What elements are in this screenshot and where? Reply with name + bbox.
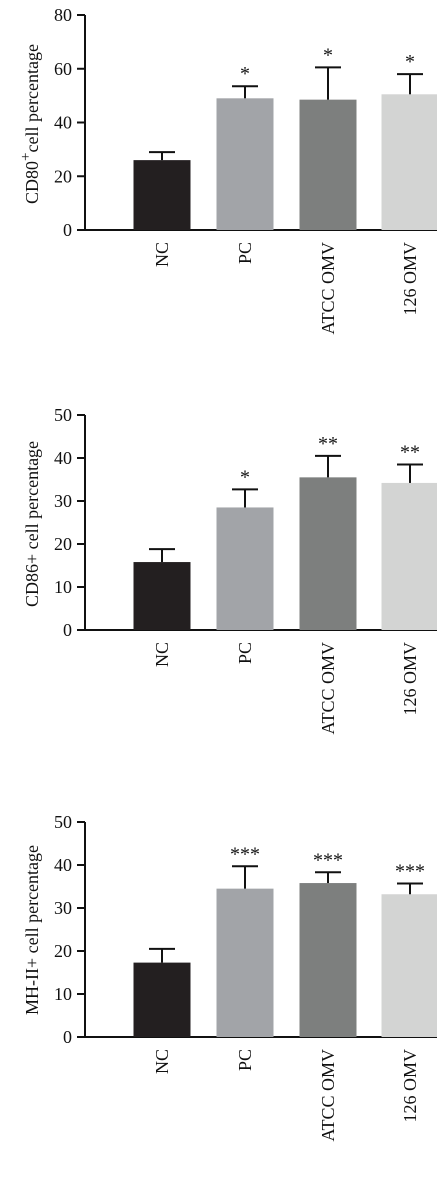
y-tick-label: 80 bbox=[54, 5, 72, 25]
y-tick-label: 50 bbox=[54, 812, 72, 832]
y-tick-label: 10 bbox=[54, 984, 72, 1004]
y-tick-label: 20 bbox=[54, 941, 72, 961]
bar-126-omv bbox=[381, 894, 437, 1037]
bar-atcc-omv bbox=[299, 99, 357, 230]
category-label: NC bbox=[152, 642, 172, 667]
y-axis-label: CD80+cell percentage bbox=[18, 44, 42, 204]
y-tick-label: 20 bbox=[54, 166, 72, 186]
significance-marker: *** bbox=[230, 843, 260, 865]
category-label: PC bbox=[235, 242, 255, 264]
bar-126-omv bbox=[381, 94, 437, 230]
y-axis-label-sup: + bbox=[18, 152, 34, 160]
bar-pc bbox=[216, 507, 274, 630]
significance-marker: ** bbox=[318, 433, 338, 455]
y-tick-label: 0 bbox=[63, 1027, 72, 1047]
bar-pc bbox=[216, 888, 274, 1037]
chart-panel-1: 0 20 40 60 80 CD80+cell percentage NC * PC * ATCC … bbox=[18, 5, 437, 335]
y-tick-label: 30 bbox=[54, 898, 72, 918]
significance-marker: * bbox=[405, 51, 415, 73]
y-axis-label: CD86+ cell percentage bbox=[22, 441, 42, 607]
bar-nc bbox=[133, 160, 191, 230]
category-label: 126 OMV bbox=[400, 1049, 420, 1123]
y-axis-label-rest: cell percentage bbox=[22, 44, 42, 152]
y-tick-label: 30 bbox=[54, 491, 72, 511]
chart-panel-2: 0 10 20 30 40 50 CD86+ cell percentage NC * PC ** A… bbox=[22, 405, 437, 735]
y-tick-label: 60 bbox=[54, 59, 72, 79]
category-label: 126 OMV bbox=[400, 642, 420, 716]
significance-marker: * bbox=[323, 44, 333, 66]
y-tick-label: 0 bbox=[63, 620, 72, 640]
significance-marker: * bbox=[240, 63, 250, 85]
y-tick-label: 20 bbox=[54, 534, 72, 554]
y-axis-label-main: MH-II+ cell percentage bbox=[22, 845, 42, 1015]
significance-marker: *** bbox=[395, 860, 425, 882]
y-axis-label-main: CD80 bbox=[22, 161, 42, 204]
category-label: ATCC OMV bbox=[318, 1049, 338, 1142]
category-label: NC bbox=[152, 1049, 172, 1074]
significance-marker: * bbox=[240, 466, 250, 488]
category-label: PC bbox=[235, 642, 255, 664]
chart-panel-3: 0 10 20 30 40 50 MH-II+ cell percentage NC *** PC… bbox=[22, 812, 437, 1142]
bar-nc bbox=[133, 962, 191, 1037]
y-tick-label: 50 bbox=[54, 405, 72, 425]
bar-atcc-omv bbox=[299, 477, 357, 630]
y-tick-label: 40 bbox=[54, 855, 72, 875]
y-axis-label-main: CD86+ cell percentage bbox=[22, 441, 42, 607]
y-axis-label: MH-II+ cell percentage bbox=[22, 845, 42, 1015]
significance-marker: ** bbox=[400, 441, 420, 463]
category-label: NC bbox=[152, 242, 172, 267]
bar-126-omv bbox=[381, 482, 437, 630]
y-tick-label: 0 bbox=[63, 220, 72, 240]
category-label: ATCC OMV bbox=[318, 642, 338, 735]
category-label: ATCC OMV bbox=[318, 242, 338, 335]
significance-marker: *** bbox=[313, 849, 343, 871]
y-tick-label: 40 bbox=[54, 448, 72, 468]
y-tick-label: 10 bbox=[54, 577, 72, 597]
category-label: PC bbox=[235, 1049, 255, 1071]
bar-nc bbox=[133, 562, 191, 630]
bar-atcc-omv bbox=[299, 883, 357, 1037]
bar-pc bbox=[216, 98, 274, 230]
y-tick-label: 40 bbox=[54, 113, 72, 133]
category-label: 126 OMV bbox=[400, 242, 420, 316]
